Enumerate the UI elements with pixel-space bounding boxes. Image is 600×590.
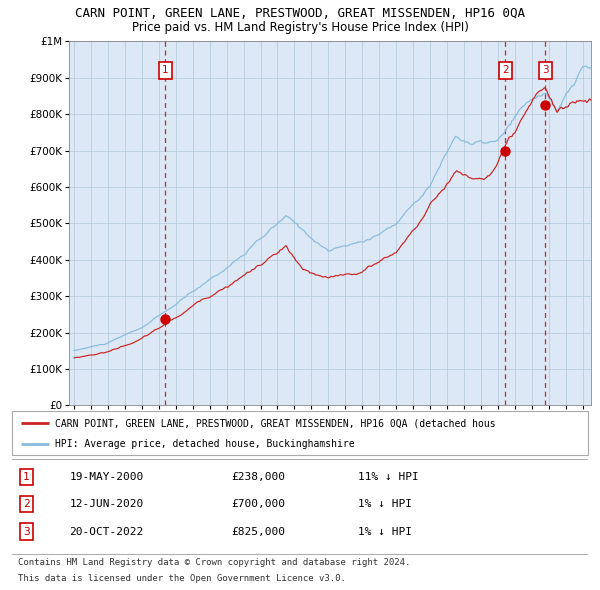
Text: 1% ↓ HPI: 1% ↓ HPI	[358, 527, 412, 536]
Text: 1: 1	[162, 65, 169, 76]
Text: 1% ↓ HPI: 1% ↓ HPI	[358, 499, 412, 509]
Text: 20-OCT-2022: 20-OCT-2022	[70, 527, 144, 536]
Text: Contains HM Land Registry data © Crown copyright and database right 2024.: Contains HM Land Registry data © Crown c…	[18, 558, 410, 567]
Text: 11% ↓ HPI: 11% ↓ HPI	[358, 472, 418, 481]
Text: 2: 2	[23, 499, 30, 509]
Text: HPI: Average price, detached house, Buckinghamshire: HPI: Average price, detached house, Buck…	[55, 438, 355, 448]
Text: 2: 2	[502, 65, 509, 76]
Text: Price paid vs. HM Land Registry's House Price Index (HPI): Price paid vs. HM Land Registry's House …	[131, 21, 469, 34]
Text: 19-MAY-2000: 19-MAY-2000	[70, 472, 144, 481]
Text: 3: 3	[542, 65, 548, 76]
Text: CARN POINT, GREEN LANE, PRESTWOOD, GREAT MISSENDEN, HP16 0QA: CARN POINT, GREEN LANE, PRESTWOOD, GREAT…	[75, 7, 525, 20]
Text: £238,000: £238,000	[231, 472, 285, 481]
FancyBboxPatch shape	[12, 411, 588, 455]
Text: This data is licensed under the Open Government Licence v3.0.: This data is licensed under the Open Gov…	[18, 574, 346, 583]
Text: CARN POINT, GREEN LANE, PRESTWOOD, GREAT MISSENDEN, HP16 0QA (detached hous: CARN POINT, GREEN LANE, PRESTWOOD, GREAT…	[55, 418, 496, 428]
Text: 12-JUN-2020: 12-JUN-2020	[70, 499, 144, 509]
Text: £825,000: £825,000	[231, 527, 285, 536]
Text: 3: 3	[23, 527, 30, 536]
Text: £700,000: £700,000	[231, 499, 285, 509]
Text: 1: 1	[23, 472, 30, 481]
